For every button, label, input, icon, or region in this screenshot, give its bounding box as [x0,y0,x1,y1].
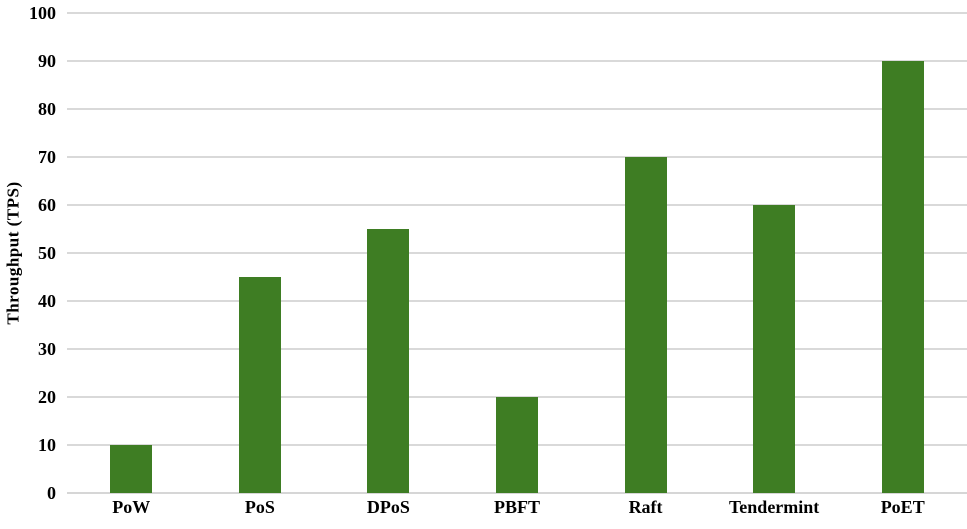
bar-tendermint [753,205,796,493]
y-tick-label: 60 [38,195,56,215]
bar-pow [110,445,153,493]
x-category-label: PoS [244,497,275,517]
y-tick-label: 90 [38,51,56,71]
y-tick-label: 40 [38,291,56,311]
y-gridline [67,12,967,14]
x-category-label: PBFT [493,497,540,517]
bar-dpos [367,229,410,493]
y-tick-label: 0 [47,483,56,503]
plot-area [67,12,967,494]
y-tick-label: 10 [38,435,56,455]
bar-poet [881,61,924,493]
y-tick-label: 80 [38,99,56,119]
y-tick-label: 50 [38,243,56,263]
y-gridline [67,252,967,254]
bar-pbft [496,397,538,493]
x-category-label: PoET [880,497,925,517]
bar-pos [238,277,281,493]
y-tick-label: 30 [38,339,56,359]
y-gridline [67,300,967,302]
x-category-label: DPoS [366,497,410,517]
y-gridline [67,348,967,350]
y-tick-label: 100 [29,3,56,23]
bar-raft [624,157,667,493]
y-tick-label: 70 [38,147,56,167]
y-gridline [67,60,967,62]
x-category-label: Tendermint [728,497,820,517]
x-category-label: PoW [112,497,151,517]
y-gridline [67,108,967,110]
y-gridline [67,156,967,158]
y-gridline [67,204,967,206]
y-tick-label: 20 [38,387,56,407]
x-category-label: Raft [628,497,663,517]
